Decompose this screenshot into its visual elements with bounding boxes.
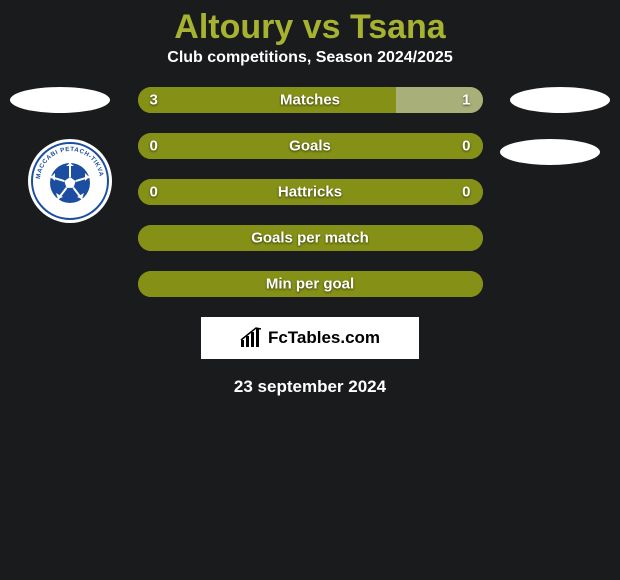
footer-date: 23 september 2024 <box>0 377 620 397</box>
brand-box: FcTables.com <box>201 317 419 359</box>
stat-bar: Hattricks0 0 <box>138 179 483 205</box>
stat-bar: Matches3 1 <box>138 87 483 113</box>
stat-bar-label: Goals per match <box>138 230 483 247</box>
stat-bar-right-value: 1 <box>462 92 470 109</box>
stat-bar-right-value: 0 <box>462 138 470 155</box>
stat-bar-right-value: 0 <box>462 184 470 201</box>
player-right-pill <box>510 87 610 113</box>
page-subtitle: Club competitions, Season 2024/2025 <box>0 49 620 87</box>
brand-text: FcTables.com <box>268 328 380 348</box>
stat-bar: Goals0 0 <box>138 133 483 159</box>
stat-bar-left-value: 0 <box>150 184 158 201</box>
club-badge-svg: MACCABI PETACH-TIKVA <box>31 142 109 220</box>
player-left-pill <box>10 87 110 113</box>
stat-bar-left-value: 3 <box>150 92 158 109</box>
comparison-stage: MACCABI PETACH-TIKVA Matches31Go <box>0 87 620 397</box>
stat-bar: Min per goal <box>138 271 483 297</box>
brand-chart-icon <box>240 327 262 349</box>
stat-bar-label: Goals <box>138 138 483 155</box>
stat-bar-left-value: 0 <box>150 138 158 155</box>
stat-bar-label: Hattricks <box>138 184 483 201</box>
stat-bar-label: Min per goal <box>138 276 483 293</box>
stat-bar-label: Matches <box>138 92 483 109</box>
club-badge: MACCABI PETACH-TIKVA <box>28 139 112 223</box>
page-title: Altoury vs Tsana <box>0 0 620 49</box>
bars-container: Matches31Goals00Hattricks00Goals per mat… <box>138 87 483 297</box>
player-right-pill-2 <box>500 139 600 165</box>
stat-bar: Goals per match <box>138 225 483 251</box>
